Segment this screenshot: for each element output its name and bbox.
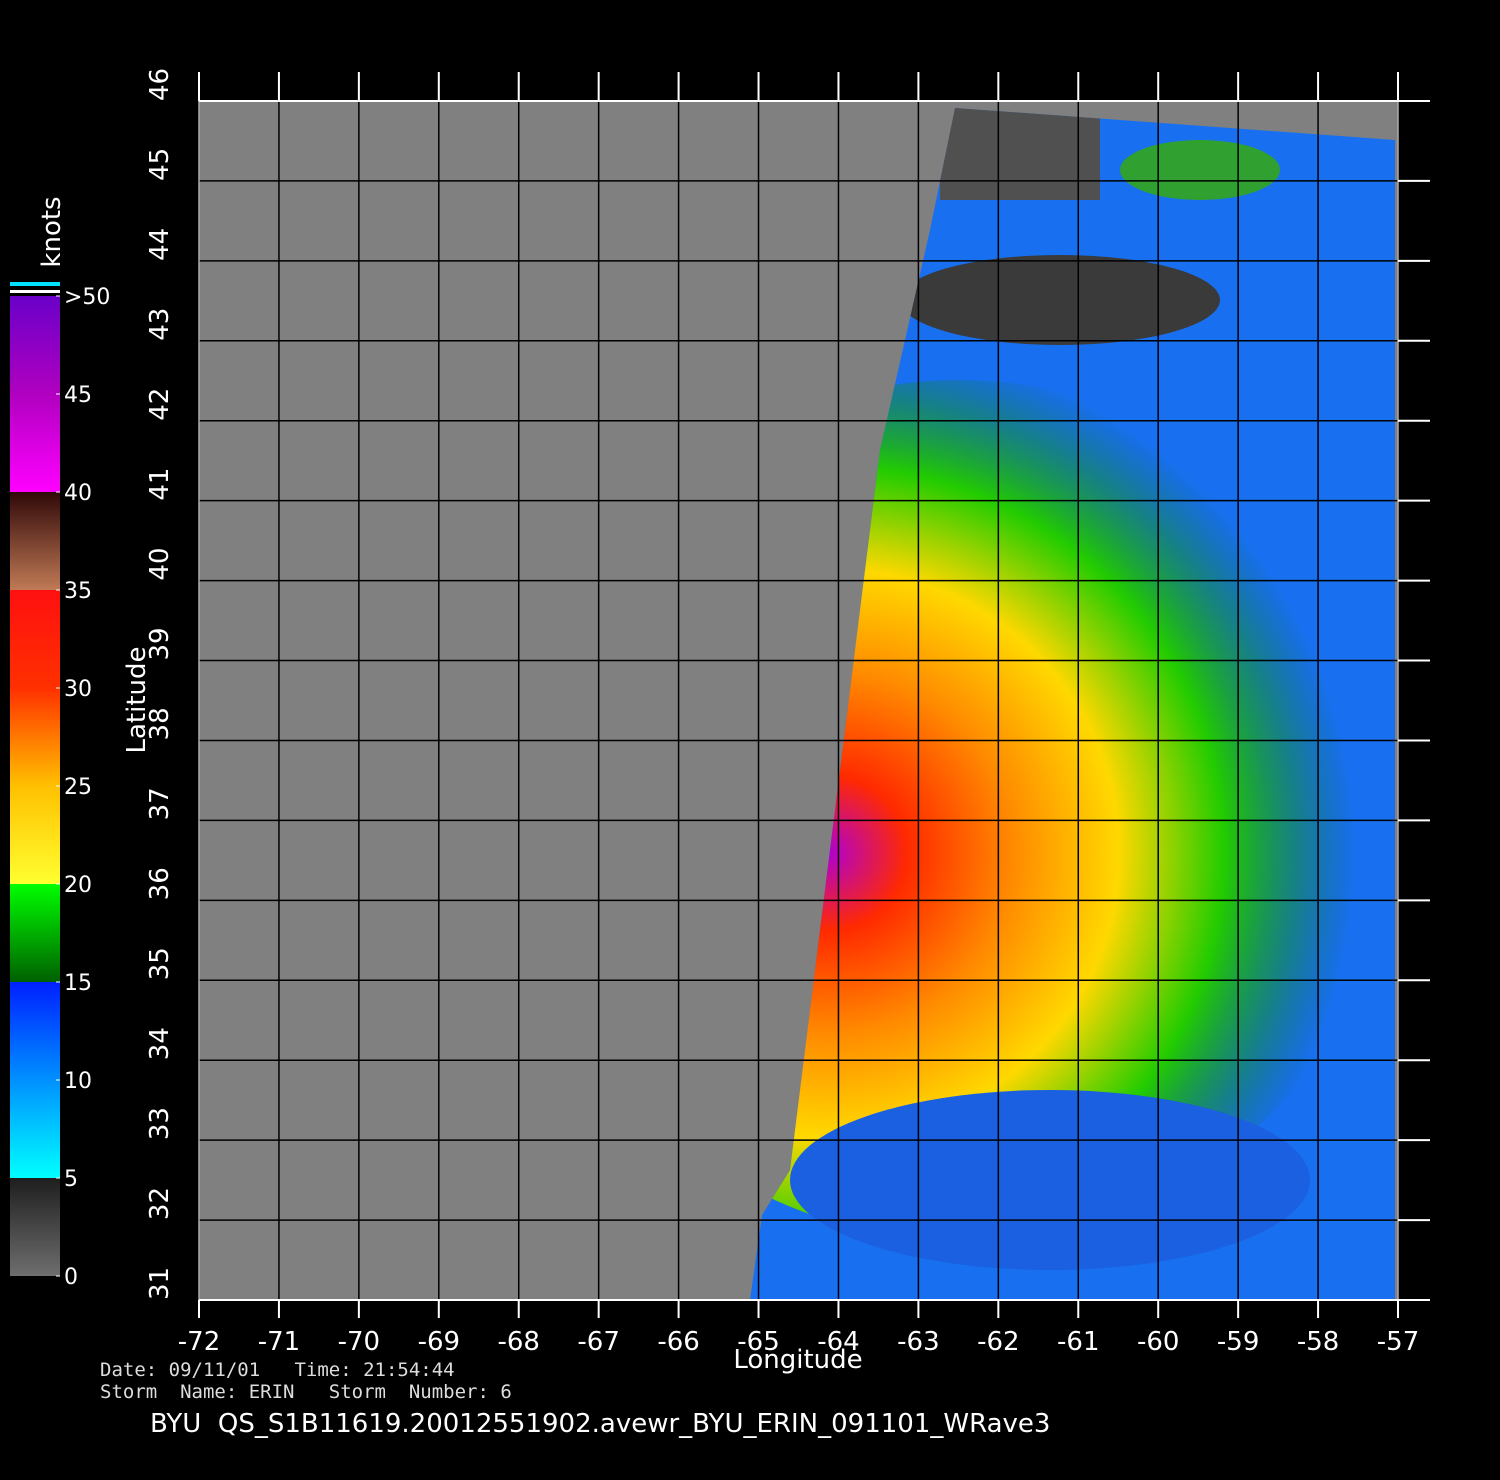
y-tick-label: 43 (145, 308, 175, 341)
x-tick-label: -61 (1057, 1327, 1099, 1357)
x-tick-label: -71 (258, 1327, 300, 1357)
colorbar-label: 25 (64, 775, 92, 800)
x-tick-label: -72 (178, 1327, 220, 1357)
colorbar-label: 35 (64, 579, 92, 604)
y-tick-label: 46 (145, 68, 175, 101)
y-tick-label: 31 (145, 1267, 175, 1300)
x-tick-label: -60 (1137, 1327, 1179, 1357)
y-axis-label: Latitude (122, 646, 152, 753)
colorbar-label: >50 (64, 285, 110, 310)
y-tick-label: 33 (145, 1107, 175, 1140)
footer-date: Date: 09/11/01 Time: 21:54:44 (100, 1359, 455, 1381)
x-axis-label: Longitude (733, 1345, 862, 1375)
y-tick-label: 34 (145, 1027, 175, 1060)
x-tick-label: -67 (577, 1327, 619, 1357)
x-tick-label: -68 (497, 1327, 539, 1357)
x-tick-label: -70 (338, 1327, 380, 1357)
x-tick-label: -62 (977, 1327, 1019, 1357)
x-tick-label: -57 (1377, 1327, 1419, 1357)
colorbar-label: 15 (64, 971, 92, 996)
colorbar-label: 20 (64, 873, 92, 898)
colorbar-title: knots (37, 196, 67, 267)
y-tick-label: 41 (145, 468, 175, 501)
colorbar-label: 0 (64, 1265, 78, 1290)
x-tick-label: -65 (737, 1327, 779, 1357)
colorbar-label: 5 (64, 1167, 78, 1192)
x-tick-label: -63 (897, 1327, 939, 1357)
colorbar-label: 30 (64, 677, 92, 702)
colorbar-cap (10, 290, 60, 293)
x-tick-label: -59 (1217, 1327, 1259, 1357)
y-tick-label: 40 (145, 548, 175, 581)
y-tick-label: 37 (145, 787, 175, 820)
y-tick-label: 44 (145, 228, 175, 261)
footer-file: BYU QS_S1B11619.20012551902.avewr_BYU_ER… (150, 1409, 1050, 1439)
x-tick-label: -58 (1297, 1327, 1339, 1357)
colorbar-label: 40 (64, 481, 92, 506)
y-tick-label: 39 (145, 627, 175, 660)
y-tick-label: 45 (145, 148, 175, 181)
y-tick-label: 38 (145, 707, 175, 740)
y-tick-label: 35 (145, 947, 175, 980)
x-tick-label: -66 (657, 1327, 699, 1357)
footer-storm: Storm Name: ERIN Storm Number: 6 (100, 1381, 512, 1403)
y-tick-label: 36 (145, 867, 175, 900)
colorbar-cap (10, 282, 60, 286)
x-tick-label: -69 (418, 1327, 460, 1357)
colorbar-label: 10 (64, 1069, 92, 1094)
y-tick-label: 42 (145, 388, 175, 421)
colorbar (10, 296, 60, 1276)
x-tick-label: -64 (817, 1327, 859, 1357)
colorbar-label: 45 (64, 383, 92, 408)
y-tick-label: 32 (145, 1187, 175, 1220)
